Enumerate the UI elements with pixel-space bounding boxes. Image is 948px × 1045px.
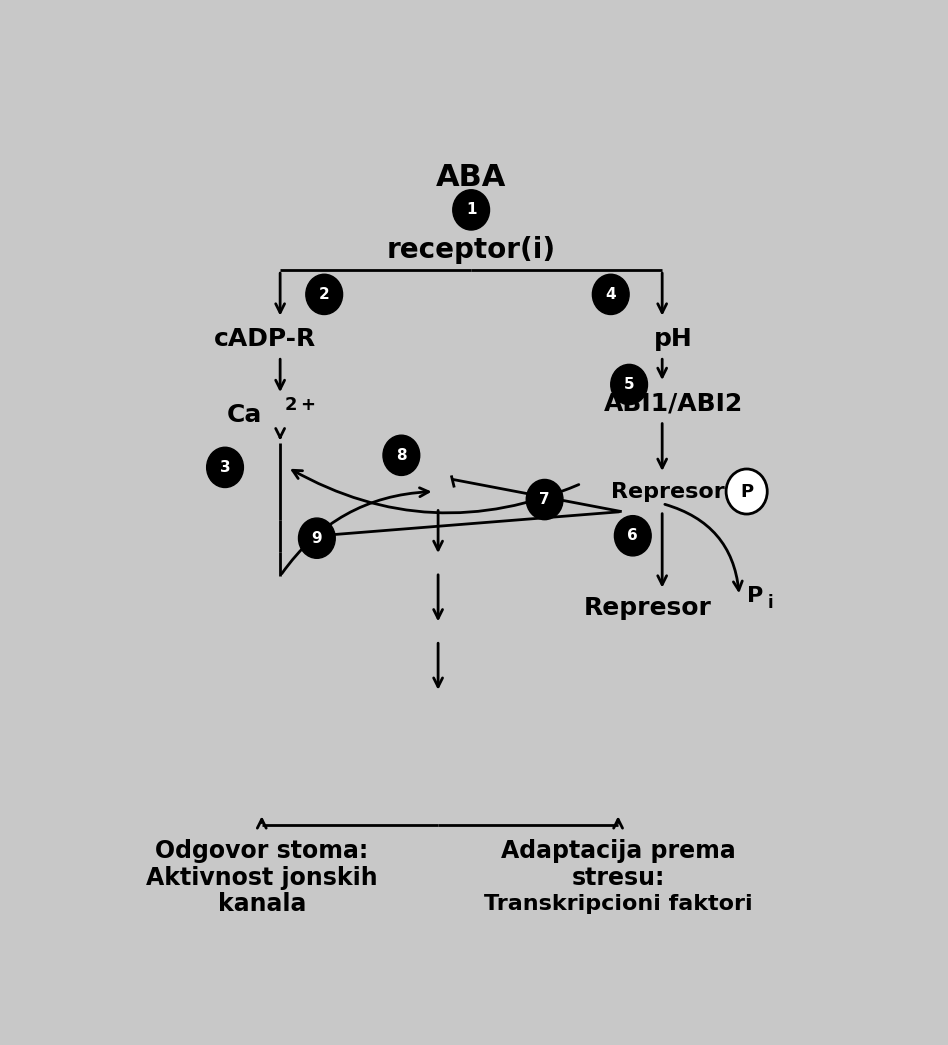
Text: cADP-R: cADP-R — [214, 327, 317, 351]
Text: $\mathbf{2+}$: $\mathbf{2+}$ — [283, 396, 315, 415]
Circle shape — [299, 518, 336, 558]
Circle shape — [611, 365, 647, 404]
Text: Aktivnost jonskih: Aktivnost jonskih — [146, 865, 377, 889]
Text: ABA: ABA — [436, 163, 506, 192]
Text: P: P — [747, 586, 763, 606]
Text: Adaptacija prema: Adaptacija prema — [501, 839, 736, 863]
Text: 1: 1 — [465, 203, 477, 217]
Text: 9: 9 — [312, 531, 322, 545]
Text: P: P — [740, 483, 754, 501]
Text: Odgovor stoma:: Odgovor stoma: — [155, 839, 369, 863]
Text: 7: 7 — [539, 492, 550, 507]
Text: 3: 3 — [220, 460, 230, 474]
Text: Represor: Represor — [584, 597, 711, 620]
Circle shape — [383, 435, 420, 475]
Circle shape — [726, 469, 767, 514]
Circle shape — [453, 190, 489, 230]
Text: 6: 6 — [628, 529, 638, 543]
Text: Represor -: Represor - — [611, 482, 749, 502]
Text: 5: 5 — [624, 377, 634, 392]
Text: 2: 2 — [319, 287, 330, 302]
Text: kanala: kanala — [218, 892, 306, 916]
Circle shape — [592, 274, 629, 315]
Text: ABI1/ABI2: ABI1/ABI2 — [604, 391, 743, 415]
Text: pH: pH — [654, 327, 693, 351]
Circle shape — [526, 480, 563, 519]
Circle shape — [614, 515, 651, 556]
Text: 4: 4 — [606, 287, 616, 302]
Text: 8: 8 — [396, 448, 407, 463]
Text: Transkripcioni faktori: Transkripcioni faktori — [483, 895, 753, 914]
Circle shape — [306, 274, 342, 315]
Text: receptor(i): receptor(i) — [387, 236, 556, 264]
Circle shape — [207, 447, 244, 487]
Text: i: i — [767, 594, 773, 611]
Text: Ca: Ca — [227, 403, 262, 427]
Text: stresu:: stresu: — [572, 865, 665, 889]
